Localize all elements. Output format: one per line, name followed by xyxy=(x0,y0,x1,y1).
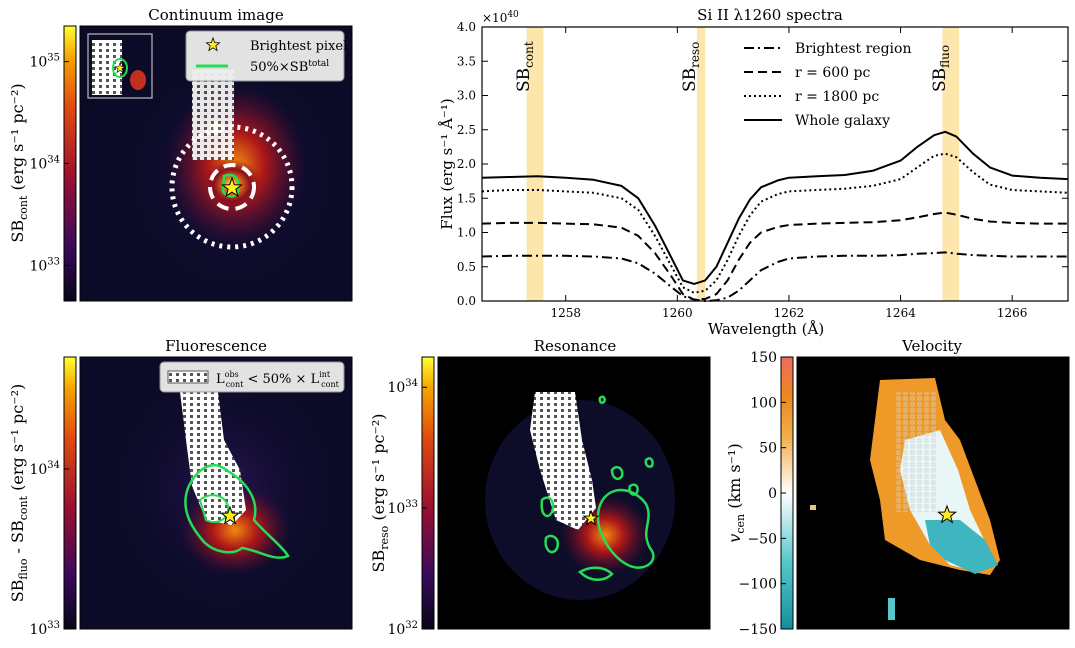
colorbar-tick-label: 0 xyxy=(768,486,777,502)
colorbar-tick-label: 1035 xyxy=(29,53,60,71)
colorbar-tick-label: 1032 xyxy=(387,620,418,638)
spectra-band-label-fluo: SBfluo xyxy=(930,45,952,92)
spectra-x-label: Wavelength (Å) xyxy=(708,320,824,338)
fluorescence-legend: Lobs cont < 50% × Lint cont xyxy=(159,361,345,393)
fluorescence-hatch-region xyxy=(180,392,246,525)
spectra-y-tick-label: 2.5 xyxy=(457,123,476,137)
spectra-band-fluo xyxy=(942,27,960,301)
panel-velocity: Velocity −150 −100 −50 0 50 100 150 vcen (km s… xyxy=(725,337,1070,638)
colorbar-tick-label: −100 xyxy=(739,577,777,593)
spectra-x-tick-label: 1264 xyxy=(885,306,916,320)
spectra-y-tick-label: 0.5 xyxy=(457,260,476,274)
legend-hatch-icon xyxy=(167,370,209,384)
spectra-y-tick-label: 1.5 xyxy=(457,191,476,205)
colorbar-tick-label: 100 xyxy=(750,395,777,411)
colorbar-tick-label: −50 xyxy=(747,531,777,547)
spectra-y-tick-label: 3.5 xyxy=(457,54,476,68)
resonance-colorbar-ticks: 1032 1033 1034 xyxy=(387,378,427,638)
spectra-y-label: Flux (erg s⁻¹ Å⁻¹) xyxy=(438,98,456,229)
velocity-star-icon xyxy=(937,504,957,524)
colorbar-tick-label: 1034 xyxy=(29,155,60,173)
legend-50pct-sb-total: 50%×SBtotal xyxy=(250,59,329,75)
fluorescence-colorbar xyxy=(63,356,77,630)
continuum-50pct-contour xyxy=(221,173,240,198)
panel-continuum: Continuum image 1033 1034 1035 SBcont (erg… xyxy=(8,6,353,302)
spectra-x-tick-label: 1260 xyxy=(662,306,693,320)
spectra-legend-label: Brightest region xyxy=(795,41,911,57)
colorbar-tick-label: 1033 xyxy=(29,620,60,638)
panel-fluorescence: Fluorescence 1033 1034 SBfluo - SBcont (e… xyxy=(8,337,353,638)
resonance-colorbar xyxy=(421,356,435,630)
fluorescence-star-icon xyxy=(220,505,240,525)
spectra-x-tick-label: 1258 xyxy=(550,306,581,320)
fluorescence-colorbar-label: SBfluo - SBcont (erg s⁻¹ pc⁻²) xyxy=(8,384,30,603)
fluorescence-contour-inner xyxy=(198,494,230,524)
resonance-contours xyxy=(540,395,655,581)
resonance-hatch-region xyxy=(530,392,596,530)
spectra-ticks: 1258 1260 1262 1264 1266 0.0 0.5 1.0 1.5 2.0 2.5 3.… xyxy=(457,20,1068,320)
spectra-band-labels: SBcont SBreso SBfluo xyxy=(514,41,952,92)
velocity-isolated-pixel xyxy=(810,505,816,510)
spectra-lines xyxy=(481,130,1069,302)
spectra-axes-frame xyxy=(481,26,1069,302)
resonance-title: Resonance xyxy=(534,337,617,355)
legend-brightest-pixel: Brightest pixel xyxy=(250,39,347,54)
spectra-legend: Brightest region r = 600 pc r = 1800 pc Who… xyxy=(744,41,911,129)
spectra-legend-label: r = 600 pc xyxy=(795,65,870,81)
spectra-y-tick-label: 1.0 xyxy=(457,226,476,240)
legend-star-icon xyxy=(205,36,221,52)
spectra-band-label-reso: SBreso xyxy=(680,42,702,92)
spectra-series-line-0 xyxy=(481,251,1068,302)
velocity-colorbar-label: vcen (km s⁻¹) xyxy=(725,443,747,542)
fluorescence-colorbar-ticks: 1033 1034 xyxy=(29,460,69,638)
spectra-legend-label: r = 1800 pc xyxy=(795,89,879,105)
resonance-colorbar-label: SBreso (erg s⁻¹ pc⁻²) xyxy=(369,413,391,572)
spectra-y-tick-label: 0.0 xyxy=(457,294,476,308)
spectra-series-line-2 xyxy=(481,152,1069,294)
spectra-x-tick-label: 1266 xyxy=(997,306,1028,320)
inset-star-icon xyxy=(114,62,126,74)
legend-hatch-label: Lobs cont < 50% × Lint cont xyxy=(216,370,340,389)
spectra-bands xyxy=(526,27,960,301)
continuum-title: Continuum image xyxy=(148,6,284,24)
spectra-y-tick-label: 2.0 xyxy=(457,157,476,171)
spectra-band-reso xyxy=(696,27,706,301)
velocity-title: Velocity xyxy=(901,337,962,355)
spectra-y-multiplier: ×1040 xyxy=(482,10,519,25)
panel-resonance: Resonance 1032 1033 1034 SBreso (erg s⁻¹ p… xyxy=(369,337,711,638)
colorbar-tick-label: 50 xyxy=(759,441,777,457)
colorbar-tick-label: 1033 xyxy=(387,499,418,517)
velocity-hatch-region xyxy=(895,392,937,512)
colorbar-tick-label: 1034 xyxy=(29,460,60,478)
continuum-inset xyxy=(87,33,153,99)
continuum-colorbar-ticks: 1033 1034 1035 xyxy=(29,53,69,274)
continuum-colorbar-label: SBcont (erg s⁻¹ pc⁻²) xyxy=(8,83,30,242)
spectra-legend-label: Whole galaxy xyxy=(795,113,890,129)
spectra-y-tick-label: 4.0 xyxy=(457,20,476,34)
colorbar-tick-label: 150 xyxy=(750,350,777,366)
colorbar-tick-label: −150 xyxy=(739,622,777,638)
continuum-legend: Brightest pixel 50%×SBtotal xyxy=(185,30,347,82)
spectra-band-label-cont: SBcont xyxy=(514,41,536,92)
resonance-star-icon xyxy=(582,509,600,526)
fluorescence-title: Fluorescence xyxy=(165,337,267,355)
spectra-y-tick-label: 3.0 xyxy=(457,89,476,103)
velocity-blueshifted-region xyxy=(925,520,998,574)
spectra-title: Si II λ1260 spectra xyxy=(697,6,843,24)
colorbar-tick-label: 1033 xyxy=(29,256,60,274)
spectra-series-line-3 xyxy=(481,130,1069,285)
velocity-isolated-pixels xyxy=(888,598,895,620)
colorbar-tick-label: 1034 xyxy=(387,378,418,396)
spectra-x-tick-label: 1262 xyxy=(774,306,805,320)
fluorescence-contour-main xyxy=(184,463,290,559)
spectra-band-cont xyxy=(526,27,544,301)
panel-spectra: Si II λ1260 spectra 1258 1260 1262 1264 1266… xyxy=(438,6,1069,338)
velocity-colorbar-ticks: −150 −100 −50 0 50 100 150 xyxy=(739,350,786,638)
spectra-series-line-1 xyxy=(481,211,1068,301)
continuum-aperture-1800pc xyxy=(169,124,295,250)
continuum-brightest-pixel-star xyxy=(221,176,243,198)
continuum-aperture-600pc xyxy=(208,163,256,211)
continuum-hatch-region xyxy=(192,70,234,160)
